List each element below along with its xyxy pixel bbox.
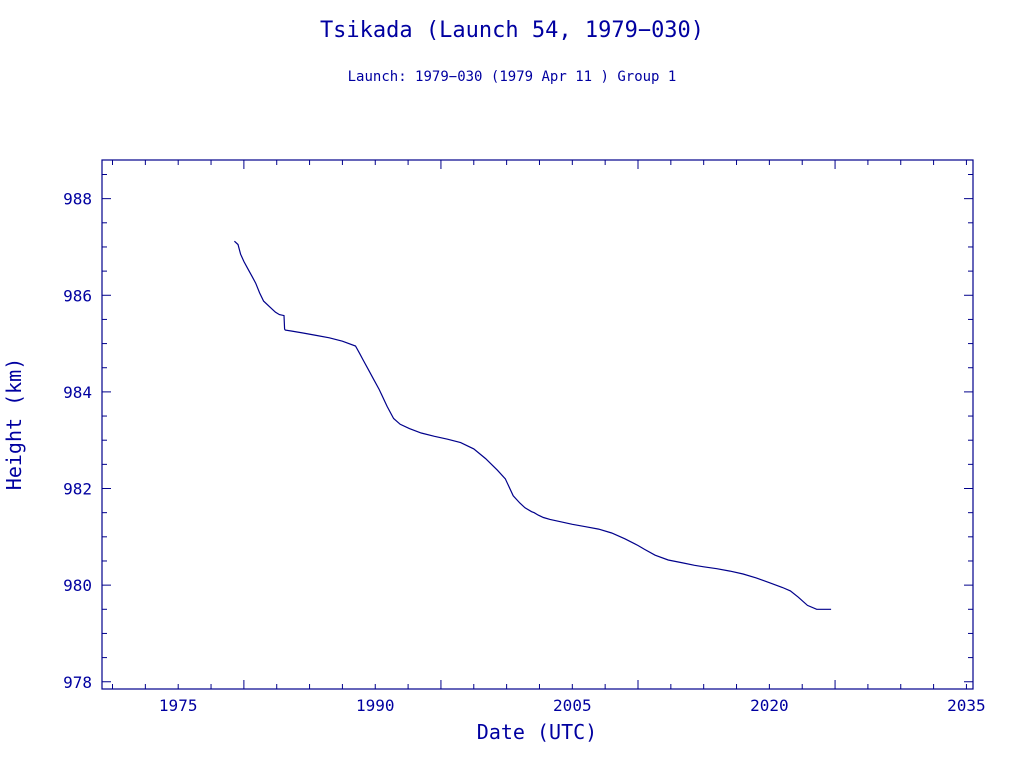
x-axis-title: Date (UTC) [477,720,597,744]
y-axis-title: Height (km) [2,358,26,490]
y-tick-label: 988 [63,190,92,209]
x-tick-label: 2005 [553,696,592,715]
y-tick-label: 980 [63,576,92,595]
ticks-layer [102,160,973,689]
y-tick-label: 986 [63,286,92,305]
plot-frame [101,159,974,690]
tick-labels-layer: 1975 1990 2005 2020 2035 978 980 982 984 986 988 [63,190,986,715]
chart-subtitle: Launch: 1979−030 (1979 Apr 11 ) Group 1 [348,69,677,85]
y-tick-label: 978 [63,673,92,692]
y-tick-label: 984 [63,383,92,402]
x-tick-label: 2020 [750,696,789,715]
x-tick-label: 1990 [356,696,395,715]
height-series-line [233,240,832,610]
chart-title: Tsikada (Launch 54, 1979−030) [320,18,704,43]
x-tick-label: 2035 [947,696,986,715]
x-tick-label: 1975 [159,696,198,715]
y-tick-label: 982 [63,480,92,499]
